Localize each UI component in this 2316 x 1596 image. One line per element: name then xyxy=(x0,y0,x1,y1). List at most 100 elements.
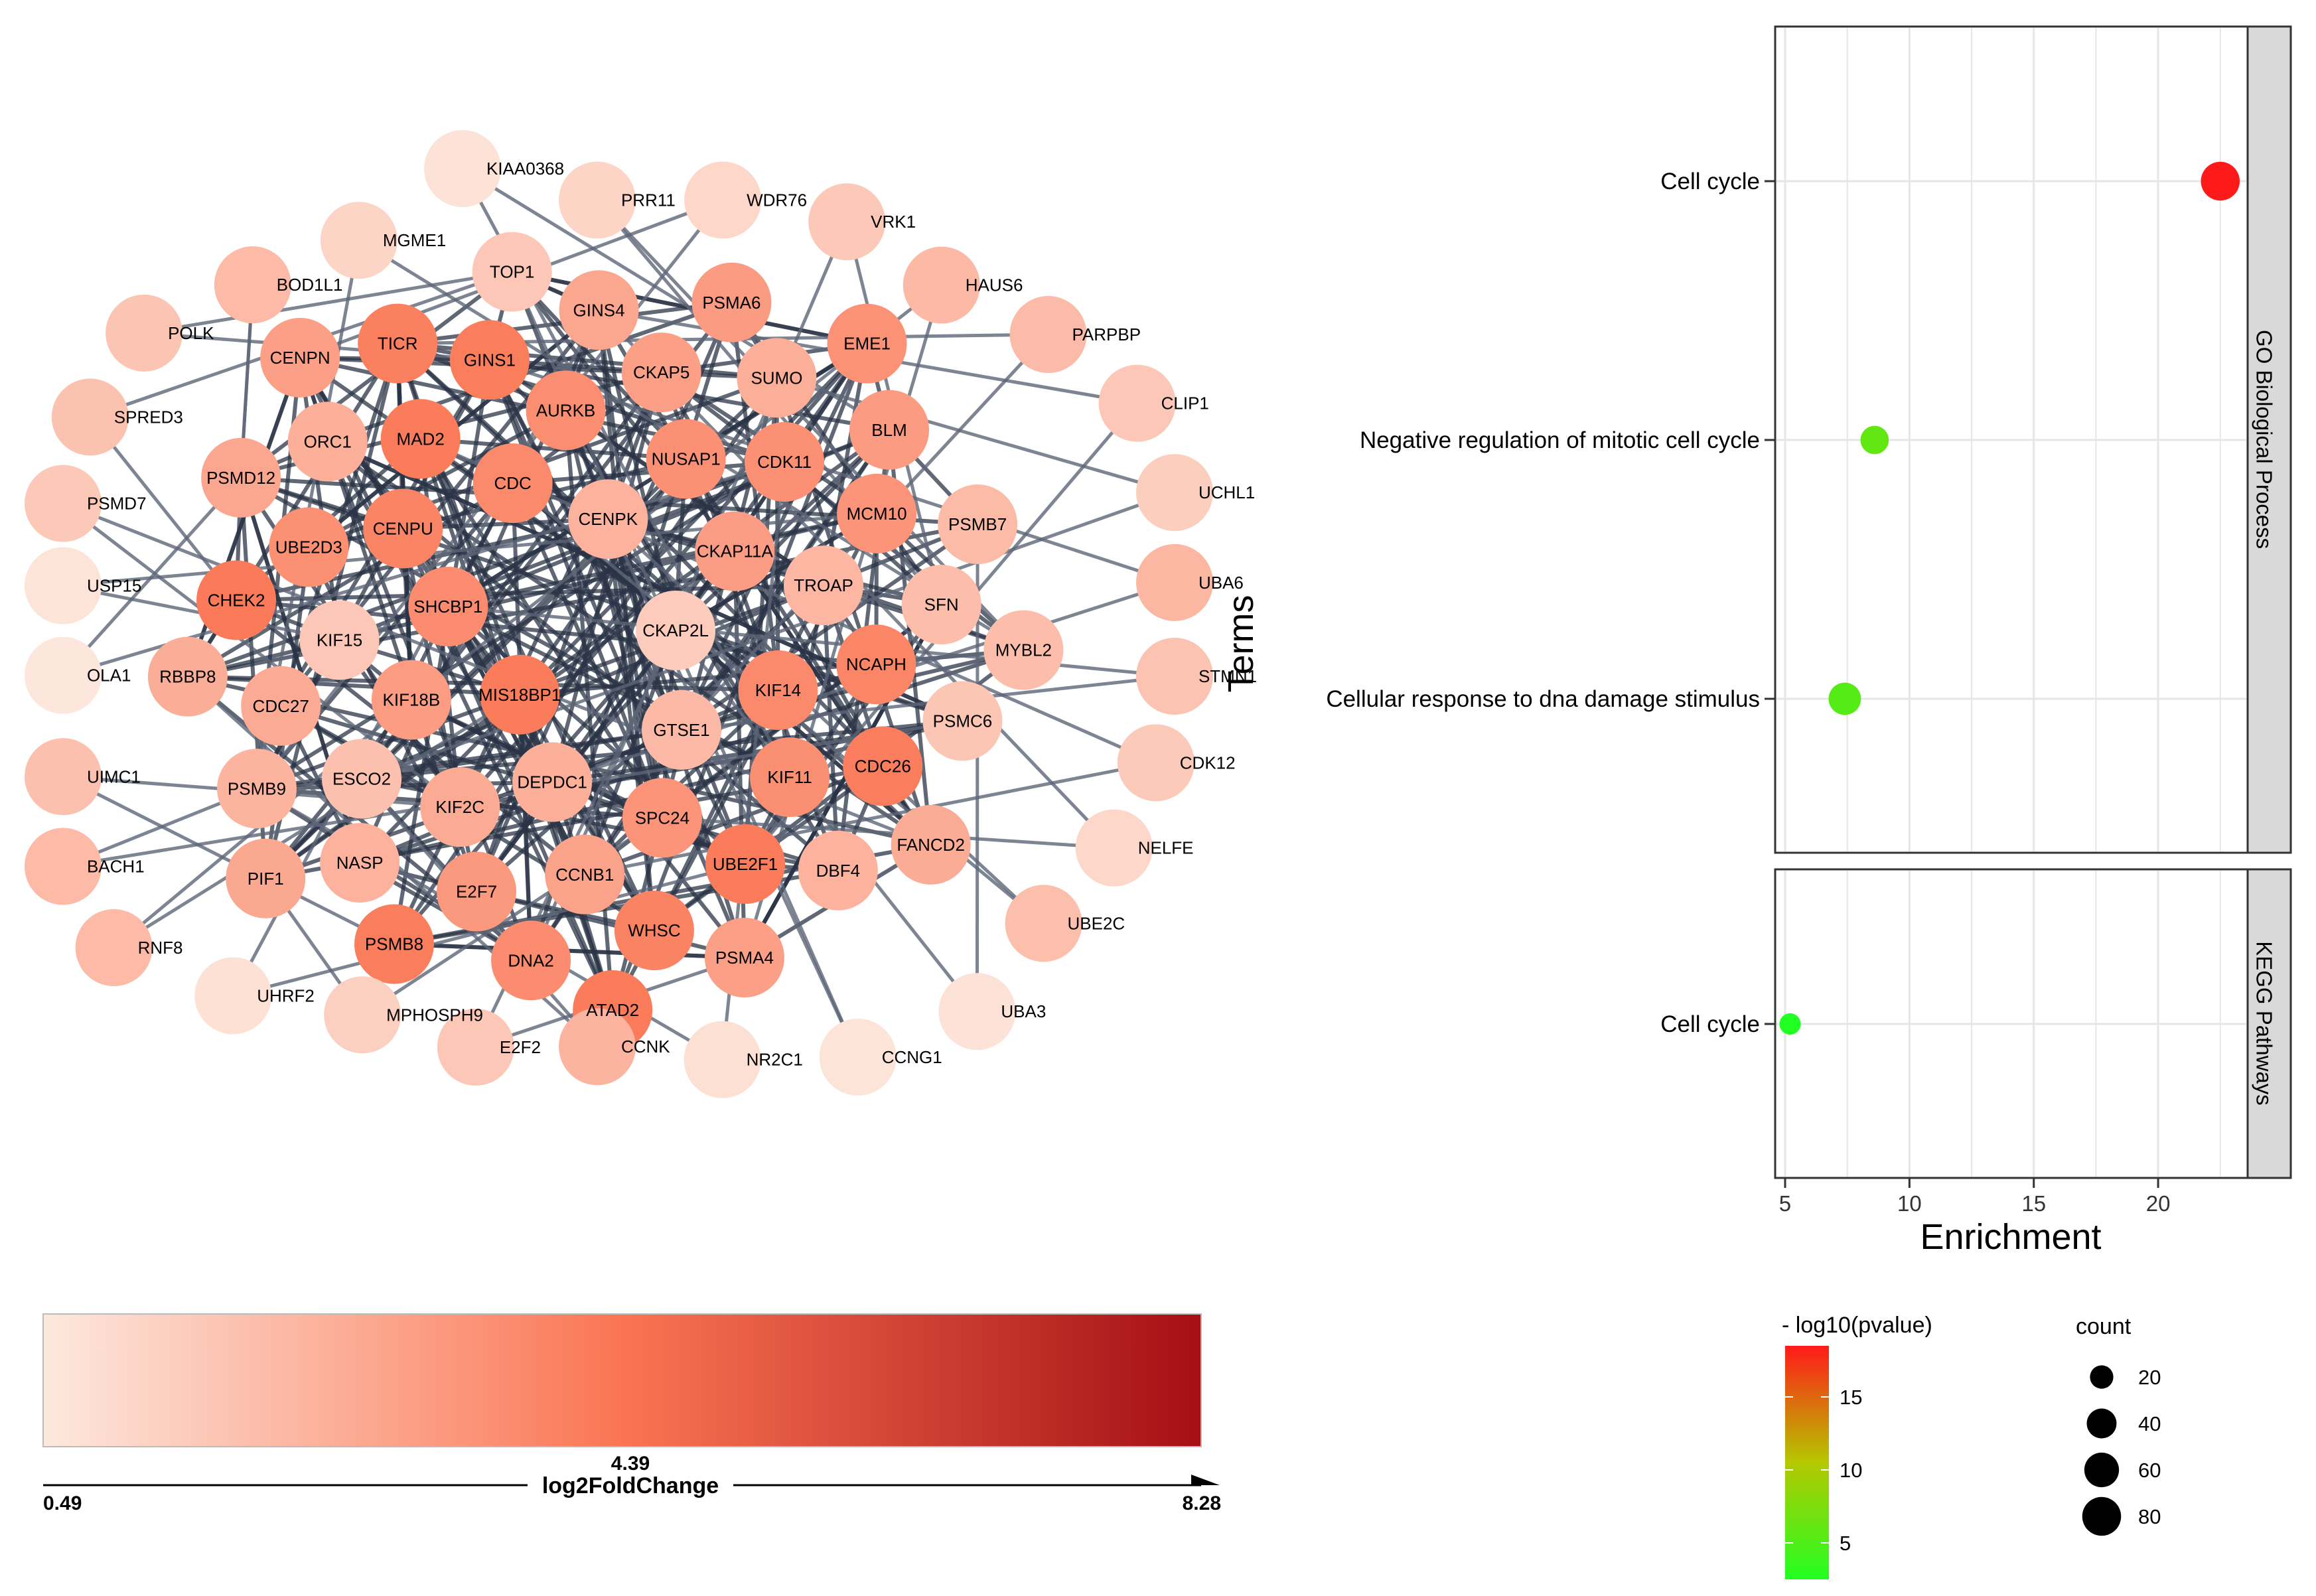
network-node xyxy=(559,1008,636,1086)
network-node-label: PSMB8 xyxy=(365,934,423,954)
network-node xyxy=(380,399,461,479)
facet-kegg-pathways: KEGG Pathways xyxy=(1774,868,2292,1179)
facet-go-biological-process: GO Biological Process xyxy=(1774,25,2292,854)
pvalue-tick-label: 10 xyxy=(1840,1459,1862,1482)
network-node xyxy=(1005,885,1082,962)
network-node-label: TICR xyxy=(378,334,418,354)
network-node xyxy=(472,232,552,312)
network-node-label: MGME1 xyxy=(383,230,446,250)
network-node xyxy=(704,917,784,997)
enrichment-point xyxy=(1860,425,1889,455)
network-node-label: MCM10 xyxy=(847,504,907,524)
count-legend: count 20 40 60 80 xyxy=(2076,1314,2161,1536)
term-label: Negative regulation of mitotic cell cycl… xyxy=(1360,427,1760,453)
network-node xyxy=(322,739,402,819)
pvalue-legend: - log10(pvalue) 5 10 15 xyxy=(1782,1313,1932,1579)
network-node xyxy=(371,660,451,740)
network-node xyxy=(363,488,443,569)
network-node xyxy=(1098,364,1176,442)
network-node xyxy=(784,545,864,626)
network-node xyxy=(25,828,102,905)
network-node xyxy=(559,270,639,350)
network-edge xyxy=(255,460,786,790)
network-node-label: AURKB xyxy=(536,400,596,420)
count-legend-keys: 20 40 60 80 xyxy=(2082,1365,2161,1536)
network-node xyxy=(901,565,981,645)
network-node xyxy=(437,851,517,932)
network-node-label: CCNB1 xyxy=(555,865,614,885)
network-node-label: UBA6 xyxy=(1198,573,1244,593)
network-node xyxy=(750,737,830,818)
network-node-label: BLM xyxy=(871,420,906,440)
term-label: Cell cycle xyxy=(1660,169,1760,194)
network-node-label: CDK11 xyxy=(757,452,812,472)
network-edge xyxy=(680,342,869,731)
count-key-dot xyxy=(2090,1365,2114,1389)
network-node-label: POLK xyxy=(168,323,214,343)
network-node xyxy=(216,749,297,829)
network-node-label: OLA1 xyxy=(87,666,131,686)
network-node-label: CHEK2 xyxy=(208,590,265,610)
network-node-label: SUMO xyxy=(751,368,802,388)
network-node xyxy=(545,834,625,914)
network-node-label: GINS4 xyxy=(573,300,625,320)
network-node xyxy=(938,484,1018,565)
network-node-label: WHSC xyxy=(628,920,680,940)
foldchange-min-value: 0.49 xyxy=(43,1492,82,1514)
network-node-label: PSMA6 xyxy=(702,293,760,313)
network-edge xyxy=(607,518,1045,925)
network-edge xyxy=(113,693,521,950)
network-node xyxy=(843,726,923,806)
facet-kegg-strip-label: KEGG Pathways xyxy=(2252,941,2276,1106)
x-axis: 5 10 15 20 xyxy=(1779,1178,2171,1216)
network-edge xyxy=(776,376,1175,494)
network-node-label: FANCD2 xyxy=(897,835,965,855)
network-node xyxy=(819,1018,897,1096)
network-node-label: PIF1 xyxy=(248,869,284,889)
pvalue-legend-ticks: 5 10 15 xyxy=(1785,1386,1862,1555)
network-node-label: PSMD12 xyxy=(206,468,275,488)
facet-go-strip xyxy=(2246,25,2292,854)
pvalue-legend-title: - log10(pvalue) xyxy=(1782,1313,1932,1338)
enrichment-point xyxy=(1828,682,1861,715)
network-node xyxy=(320,823,400,903)
network-node xyxy=(526,370,606,451)
network-node xyxy=(684,161,762,239)
network-node xyxy=(25,465,102,542)
network-node-label: MIS18BP1 xyxy=(478,685,561,705)
network-node xyxy=(1117,724,1194,802)
network-node-label: NASP xyxy=(336,853,384,873)
network-node-label: NUSAP1 xyxy=(652,449,721,469)
network-node-label: CCNK xyxy=(621,1037,670,1056)
network-node xyxy=(214,246,291,324)
network-node-label: UBE2C xyxy=(1068,913,1125,933)
network-edge xyxy=(584,764,884,877)
network-node xyxy=(420,767,500,847)
network-node xyxy=(745,421,825,502)
network-nodes: CKAP2L MIS18BP1 CENPK GTSE1 SHCBP1 CKAP11A DEP… xyxy=(25,130,1257,1098)
network-node-label: PSMB9 xyxy=(228,778,286,798)
term-label: Cellular response to dna damage stimulus xyxy=(1326,686,1760,712)
network-node xyxy=(737,338,817,418)
network-node-label: CDK12 xyxy=(1180,753,1236,772)
foldchange-colorbar: log2FoldChange 4.39 0.49 8.28 xyxy=(42,1313,1221,1514)
network-node-label: PSMC6 xyxy=(933,711,993,731)
network-node-label: USP15 xyxy=(87,576,141,596)
network-node xyxy=(491,920,571,1001)
network-node-label: KIF2C xyxy=(435,797,484,817)
network-node xyxy=(437,1008,514,1086)
network-node xyxy=(983,610,1064,690)
network-node xyxy=(641,689,721,770)
count-legend-title: count xyxy=(2076,1314,2132,1339)
network-node-label: ORC1 xyxy=(304,431,352,451)
network-node xyxy=(51,378,129,456)
count-key-label: 80 xyxy=(2138,1505,2161,1528)
count-key-dot xyxy=(2086,1408,2117,1439)
network-node-label: UBE2F1 xyxy=(713,854,778,874)
x-tick-label: 15 xyxy=(2021,1191,2046,1216)
network-node xyxy=(25,738,102,816)
x-tick-label: 20 xyxy=(2146,1191,2171,1216)
network-node-label: NELFE xyxy=(1138,838,1194,858)
